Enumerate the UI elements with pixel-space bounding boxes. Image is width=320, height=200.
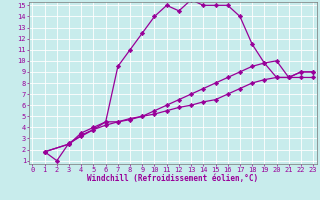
X-axis label: Windchill (Refroidissement éolien,°C): Windchill (Refroidissement éolien,°C)	[87, 174, 258, 183]
